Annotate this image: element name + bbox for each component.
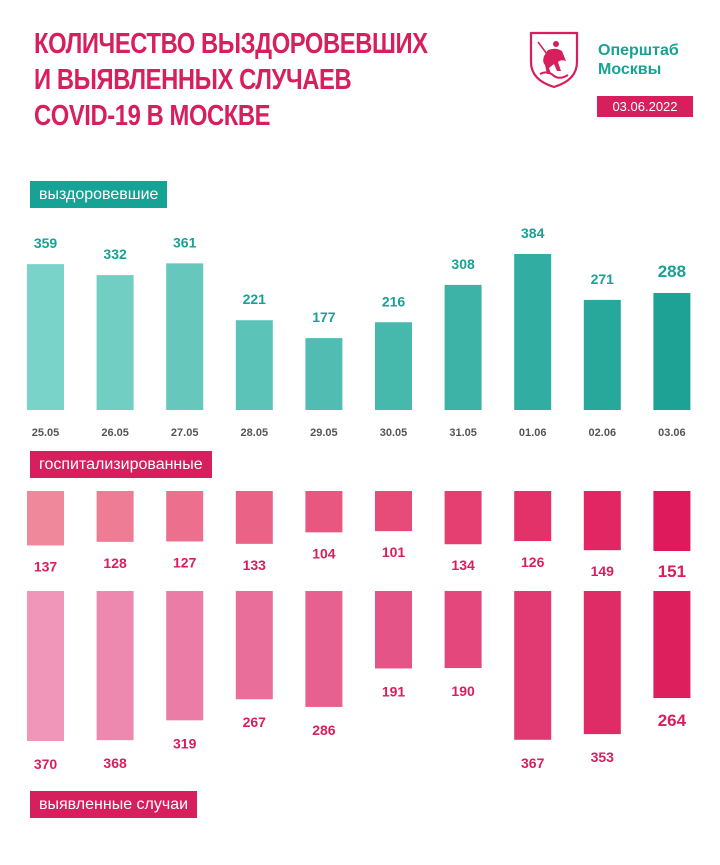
hospitalized-value-label: 149 xyxy=(591,563,615,579)
hospitalized-value-label: 133 xyxy=(243,557,267,573)
date-tick-label: 03.06 xyxy=(658,427,686,439)
recovered-value-label: 384 xyxy=(521,225,545,241)
org-name-line-1: Оперштаб xyxy=(598,42,679,59)
recovered-value-label: 271 xyxy=(591,271,615,287)
date-tick-label: 29.05 xyxy=(310,427,338,439)
detected-bar xyxy=(96,591,134,741)
date-tick-label: 02.06 xyxy=(589,427,617,439)
hospitalized-bar xyxy=(166,491,204,542)
recovered-bar xyxy=(514,254,552,410)
label-detected: выявленные случаи xyxy=(30,791,198,818)
detected-bar xyxy=(514,591,552,740)
recovered-value-label: 359 xyxy=(34,235,58,251)
label-recovered: выздоровевшие xyxy=(30,181,168,208)
recovered-bar xyxy=(235,320,273,410)
detected-bar xyxy=(375,591,412,669)
detected-bar xyxy=(235,591,273,700)
detected-value-label: 190 xyxy=(451,683,475,699)
detected-value-label: 191 xyxy=(382,683,406,699)
recovered-value-label: 332 xyxy=(103,246,127,262)
date-tick-label: 27.05 xyxy=(171,427,199,439)
detected-value-label: 319 xyxy=(173,735,197,751)
hospitalized-bar xyxy=(27,491,64,546)
date-tick-label: 25.05 xyxy=(32,427,60,439)
hospitalized-value-label: 151 xyxy=(658,562,686,581)
title-line-2: И ВЫЯВЛЕННЫХ СЛУЧАЕВ xyxy=(34,64,352,96)
page-title: КОЛИЧЕСТВО ВЫЗДОРОВЕВШИХ И ВЫЯВЛЕННЫХ СЛ… xyxy=(34,26,428,134)
date-tick-label: 30.05 xyxy=(380,427,408,439)
recovered-value-label: 221 xyxy=(243,291,267,307)
detected-bar xyxy=(166,591,204,721)
org-name: Оперштаб Москвы xyxy=(598,41,679,79)
hospitalized-value-label: 127 xyxy=(173,554,197,570)
recovered-value-label: 216 xyxy=(382,293,406,309)
date-tick-label: 01.06 xyxy=(519,427,547,439)
title-line-3: COVID-19 В МОСКВЕ xyxy=(34,100,271,132)
detected-value-label: 367 xyxy=(521,755,545,771)
recovered-value-label: 177 xyxy=(312,309,336,325)
hospitalized-value-label: 104 xyxy=(312,545,336,561)
detected-value-label: 370 xyxy=(34,756,58,772)
hospitalized-bar xyxy=(444,491,482,545)
date-badge: 03.06.2022 xyxy=(597,96,693,117)
hospitalized-bar xyxy=(653,491,691,551)
recovered-bar xyxy=(583,299,621,410)
hospitalized-bar xyxy=(96,491,134,542)
detected-value-label: 264 xyxy=(658,711,687,730)
recovered-bar xyxy=(27,264,64,410)
detected-bar xyxy=(583,591,621,735)
hospitalized-bar xyxy=(375,491,412,532)
detected-value-label: 286 xyxy=(312,722,336,738)
moscow-coat-of-arms-icon xyxy=(529,31,579,89)
label-hospitalized: госпитализированные xyxy=(30,451,212,478)
recovered-value-label: 361 xyxy=(173,234,197,250)
hospitalized-value-label: 128 xyxy=(103,555,127,571)
detected-value-label: 368 xyxy=(103,755,127,771)
hospitalized-bar xyxy=(514,491,552,542)
hospitalized-bar xyxy=(305,491,343,533)
recovered-bar xyxy=(444,284,482,410)
detected-bar xyxy=(653,591,691,699)
recovered-bar xyxy=(305,338,343,410)
detected-value-label: 267 xyxy=(243,714,267,730)
date-tick-label: 26.05 xyxy=(101,427,129,439)
hospitalized-value-label: 126 xyxy=(521,554,545,570)
detected-bar xyxy=(27,591,64,741)
detected-value-label: 353 xyxy=(591,749,615,765)
detected-bar xyxy=(305,591,343,707)
recovered-value-label: 308 xyxy=(451,256,475,272)
recovered-bar xyxy=(166,263,204,410)
hospitalized-bar xyxy=(235,491,273,544)
detected-bar xyxy=(444,591,482,669)
org-name-line-2: Москвы xyxy=(598,61,662,78)
recovered-value-label: 288 xyxy=(658,262,686,281)
title-line-1: КОЛИЧЕСТВО ВЫЗДОРОВЕВШИХ xyxy=(34,28,428,60)
hospitalized-value-label: 101 xyxy=(382,544,406,560)
hospitalized-value-label: 134 xyxy=(451,557,475,573)
date-tick-label: 28.05 xyxy=(241,427,269,439)
date-tick-label: 31.05 xyxy=(449,427,477,439)
hospitalized-value-label: 137 xyxy=(34,558,58,574)
hospitalized-bar xyxy=(583,491,621,551)
recovered-bar xyxy=(96,275,134,410)
recovered-bar xyxy=(375,322,412,410)
recovered-bar xyxy=(653,293,691,410)
